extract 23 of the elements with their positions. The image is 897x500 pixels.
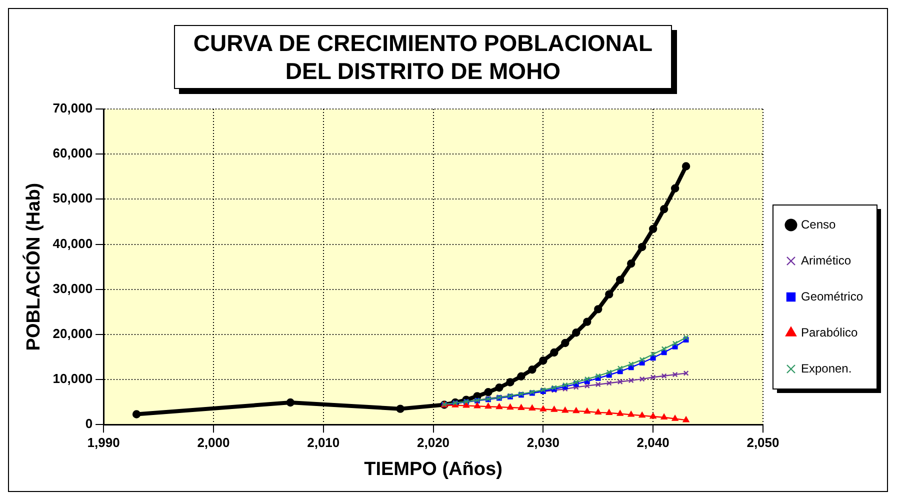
y-tick-label: 60,000 [52, 146, 93, 161]
x-axis-title: TIEMPO (Años) [364, 458, 502, 480]
x-tick-label: 1,990 [87, 434, 120, 450]
legend-label: Geométrico [800, 289, 864, 304]
x-tick-label: 2,000 [197, 434, 230, 450]
y-tick-label: 30,000 [52, 280, 93, 296]
chart-title: CURVA DE CRECIMIENTO POBLACIONAL DEL DISTRITO DE MOHO [174, 25, 672, 89]
legend-label: Exponen. [800, 361, 852, 376]
legend-label: Censo [800, 217, 836, 232]
y-axis-title: POBLACIÓN (Hab) [22, 182, 45, 351]
y-tick-label: 10,000 [52, 371, 93, 386]
y-tick-label: 70,000 [52, 100, 93, 116]
y-tick-label: 40,000 [52, 236, 93, 251]
y-tick-label: 50,000 [52, 190, 93, 206]
x-tick-label: 2,020 [416, 434, 450, 450]
x-tick-label: 2,040 [636, 434, 670, 450]
legend-label: Arimético [800, 253, 852, 268]
x-tick-label: 2,050 [746, 434, 780, 450]
x-tick-label: 2,010 [307, 434, 340, 450]
y-tick-label: 0 [85, 416, 93, 432]
legend-label: Parabólico [800, 325, 858, 340]
x-tick-label: 2,030 [526, 434, 560, 450]
y-tick-label: 20,000 [52, 326, 93, 342]
